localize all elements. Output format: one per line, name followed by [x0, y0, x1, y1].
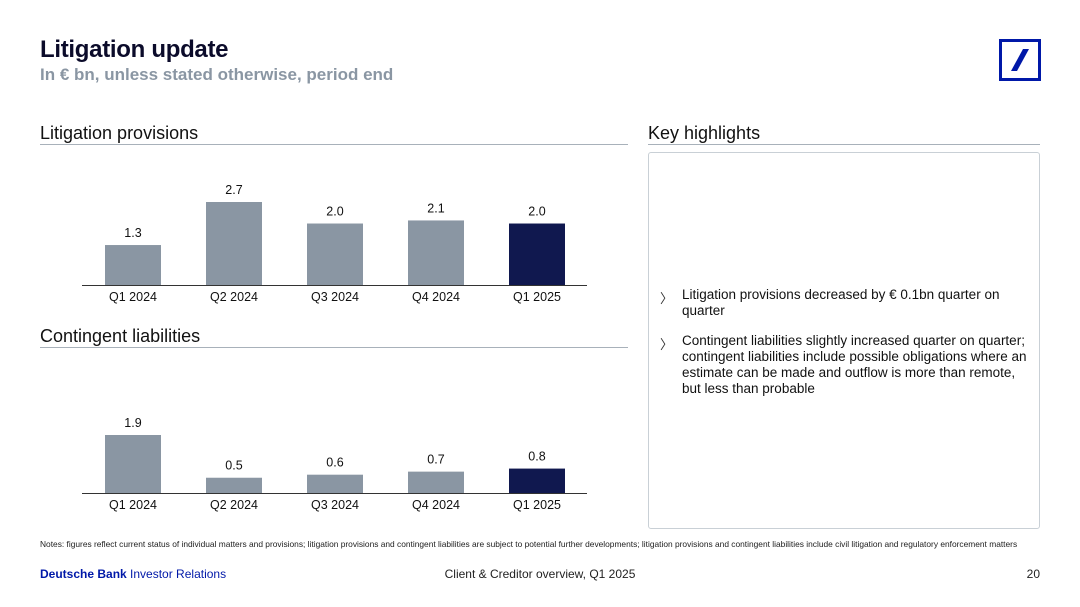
highlights-panel [648, 152, 1040, 529]
data-label: 0.5 [225, 459, 242, 473]
provisions-bar-chart: 1.3 Q1 2024 2.7 Q2 2024 2.0 Q3 2024 2.1 Q4 2024… [82, 183, 587, 304]
data-label: 2.0 [326, 205, 343, 219]
highlights-rule [648, 144, 1040, 145]
x-tick-label: Q1 2025 [513, 498, 561, 512]
bar-q1-2024 [105, 435, 161, 493]
bar-q1-2025 [509, 468, 565, 493]
x-tick-label: Q1 2025 [513, 290, 561, 304]
data-label: 1.3 [124, 226, 141, 240]
x-tick-label: Q4 2024 [412, 498, 460, 512]
footnote: Notes: figures reflect current status of… [40, 539, 1018, 549]
bar-q3-2024 [307, 474, 363, 493]
bar-q1-2025 [509, 223, 565, 285]
provisions-section-title: Litigation provisions [40, 123, 199, 143]
provisions-rule [40, 144, 628, 145]
data-label: 0.7 [427, 453, 444, 467]
footer-deck-title: Client & Creditor overview, Q1 2025 [444, 567, 636, 581]
data-label: 2.1 [427, 201, 444, 215]
logo-slash-icon [1011, 49, 1029, 71]
data-label: 1.9 [124, 416, 141, 430]
highlight-item: Litigation provisions decreased by € 0.1… [682, 287, 1000, 318]
contingent-section-title: Contingent liabilities [40, 326, 201, 346]
x-tick-label: Q1 2024 [109, 290, 157, 304]
footer-brand-name: Deutsche Bank [40, 567, 127, 581]
contingent-bar-chart: 1.9 Q1 2024 0.5 Q2 2024 0.6 Q3 2024 0.7 Q4 2024… [82, 416, 587, 512]
page-title: Litigation update [40, 36, 229, 63]
data-label: 2.0 [528, 205, 545, 219]
deutsche-bank-logo [999, 39, 1041, 81]
x-tick-label: Q1 2024 [109, 498, 157, 512]
x-tick-label: Q3 2024 [311, 290, 359, 304]
data-label: 0.6 [326, 456, 343, 470]
chevron-right-icon: 〉 [660, 337, 674, 352]
bar-q2-2024 [206, 202, 262, 285]
x-tick-label: Q2 2024 [210, 498, 258, 512]
data-label: 0.8 [528, 450, 545, 464]
contingent-rule [40, 347, 628, 348]
x-tick-label: Q3 2024 [311, 498, 359, 512]
x-tick-label: Q2 2024 [210, 290, 258, 304]
page-subtitle: In € bn, unless stated otherwise, period… [40, 65, 394, 84]
footer-brand-suffix: Investor Relations [126, 567, 227, 581]
highlights-section-title: Key highlights [648, 123, 761, 143]
highlight-item: Contingent liabilities slightly increase… [682, 333, 1027, 396]
bar-q3-2024 [307, 223, 363, 285]
chevron-right-icon: 〉 [660, 291, 674, 306]
page-number: 20 [1026, 567, 1040, 581]
footer-brand: Deutsche Bank Investor Relations [40, 567, 226, 581]
data-label: 2.7 [225, 183, 242, 197]
x-tick-label: Q4 2024 [412, 290, 460, 304]
bar-q1-2024 [105, 245, 161, 285]
bar-q4-2024 [408, 471, 464, 493]
bar-q4-2024 [408, 220, 464, 285]
bar-q2-2024 [206, 477, 262, 493]
